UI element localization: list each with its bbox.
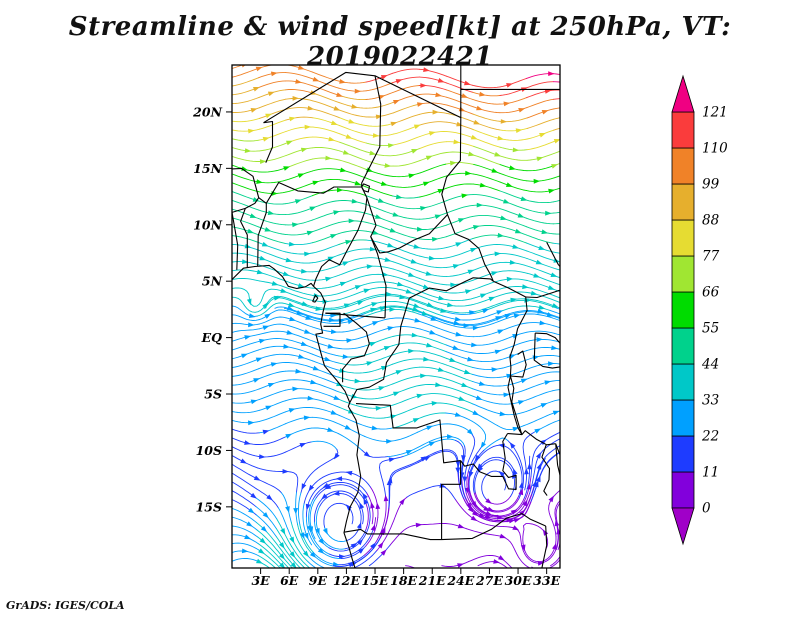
border-path bbox=[460, 433, 517, 490]
colorbar-segment bbox=[671, 291, 695, 329]
border-path bbox=[232, 167, 260, 213]
country-borders-layer bbox=[232, 65, 560, 568]
border-path bbox=[546, 242, 560, 267]
lat-tick-label: EQ bbox=[201, 330, 223, 345]
colorbar-segment bbox=[671, 327, 695, 365]
lat-tick-label: 20N bbox=[192, 104, 222, 119]
grads-credit: GrADS: IGES/COLA bbox=[6, 599, 125, 612]
colorbar-segment bbox=[671, 111, 695, 149]
border-path bbox=[240, 208, 248, 268]
border-path bbox=[541, 444, 551, 496]
colorbar-segment bbox=[671, 147, 695, 185]
border-path bbox=[441, 460, 462, 540]
lat-tick-label: 5N bbox=[202, 274, 223, 289]
border-path bbox=[409, 277, 494, 299]
border-path bbox=[366, 197, 448, 254]
lon-tick-label: 18E bbox=[390, 573, 417, 588]
border-path bbox=[441, 117, 462, 235]
colorbar-segment bbox=[671, 435, 695, 473]
border-path bbox=[342, 312, 370, 383]
lon-tick-label: 33E bbox=[533, 573, 560, 588]
lon-tick-label: 21E bbox=[418, 573, 446, 588]
colorbar-tick-label: 11 bbox=[702, 465, 719, 481]
colorbar-segment bbox=[671, 471, 695, 509]
colorbar-bottom-arrow bbox=[671, 507, 695, 546]
colorbar-tick-label: 77 bbox=[702, 249, 720, 265]
border-path bbox=[521, 430, 556, 446]
border-path bbox=[507, 432, 522, 436]
border-path bbox=[533, 333, 560, 369]
border-path bbox=[493, 280, 528, 377]
lon-tick-label: 6E bbox=[280, 573, 299, 588]
colorbar-tick-label: 110 bbox=[702, 141, 728, 157]
border-path bbox=[510, 350, 527, 378]
border-path bbox=[441, 513, 546, 541]
colorbar-tick-label: 0 bbox=[702, 501, 711, 517]
border-path bbox=[355, 403, 461, 464]
border-path bbox=[555, 443, 560, 476]
border-path bbox=[535, 332, 560, 344]
colorbar-tick-label: 121 bbox=[702, 105, 728, 121]
border-path bbox=[525, 289, 560, 299]
colorbar-tick-label: 44 bbox=[701, 357, 719, 373]
colorbar-segment bbox=[671, 363, 695, 401]
lon-tick-label: 30E bbox=[505, 573, 532, 588]
colorbar: 0 11 22 33 44 55 66 77 88 99 110 121 bbox=[671, 74, 728, 546]
lat-tick-label: 5S bbox=[204, 387, 222, 402]
border-path bbox=[257, 203, 267, 267]
colorbar-tick-label: 88 bbox=[702, 213, 720, 229]
border-path bbox=[258, 181, 362, 204]
border-path bbox=[454, 233, 494, 282]
border-path bbox=[312, 186, 368, 287]
colorbar-tick-label: 22 bbox=[701, 429, 719, 445]
border-path bbox=[323, 312, 341, 327]
lon-tick-label: 15E bbox=[362, 573, 389, 588]
colorbar-segment bbox=[671, 399, 695, 437]
plot-frame bbox=[231, 64, 561, 569]
lat-tick-label: 15N bbox=[193, 161, 222, 176]
colorbar-tick-label: 33 bbox=[702, 393, 719, 409]
border-path bbox=[374, 65, 462, 119]
colorbar-segment bbox=[671, 183, 695, 221]
streamlines-layer bbox=[232, 65, 560, 568]
border-path bbox=[263, 71, 382, 187]
lat-tick-label: 15S bbox=[196, 499, 222, 514]
border-path bbox=[349, 297, 410, 403]
chart-title: Streamline & wind speed[kt] at 250hPa, V… bbox=[68, 12, 732, 72]
border-path bbox=[232, 212, 239, 270]
lon-tick-label: 3E bbox=[251, 573, 270, 588]
border-path bbox=[312, 294, 319, 303]
border-path bbox=[232, 264, 362, 568]
lon-tick-label: 24E bbox=[446, 573, 474, 588]
border-path bbox=[343, 528, 442, 541]
colorbar-segment bbox=[671, 255, 695, 293]
lon-tick-label: 27E bbox=[475, 573, 503, 588]
border-path bbox=[541, 525, 548, 568]
colorbar-tick-label: 99 bbox=[702, 177, 720, 193]
colorbar-segment bbox=[671, 219, 695, 257]
lon-tick-label: 12E bbox=[333, 573, 360, 588]
border-path bbox=[370, 236, 387, 318]
colorbar-top-arrow bbox=[671, 74, 695, 113]
lat-tick-label: 10S bbox=[196, 443, 222, 458]
border-path bbox=[263, 120, 274, 163]
border-path bbox=[361, 183, 371, 193]
colorbar-tick-label: 55 bbox=[702, 321, 719, 337]
lon-tick-label: 9E bbox=[309, 573, 328, 588]
border-path bbox=[325, 312, 386, 319]
lat-tick-label: 10N bbox=[193, 217, 222, 232]
colorbar-tick-label: 66 bbox=[702, 285, 720, 301]
